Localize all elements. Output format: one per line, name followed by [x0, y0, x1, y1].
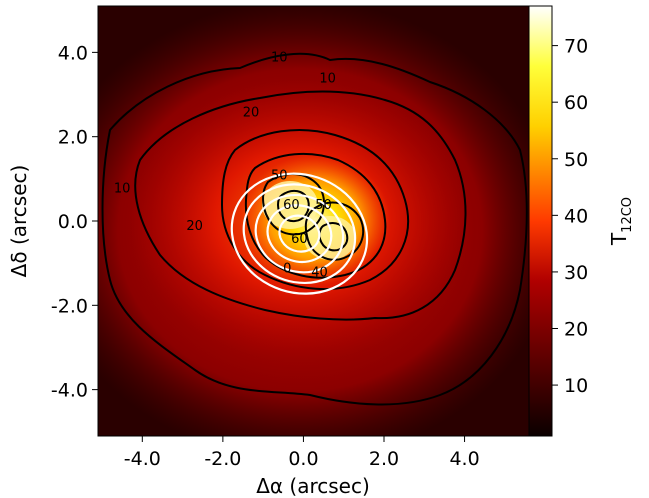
colorbar-label: T12CO [607, 197, 635, 246]
contour-30 [220, 129, 410, 290]
svg-text:T12CO: T12CO [607, 197, 635, 246]
contour-label: 50 [315, 198, 332, 213]
contour-label: 60 [283, 198, 300, 213]
x-tick-label: 2.0 [369, 448, 399, 470]
black-contours [101, 52, 528, 406]
contour-60b [318, 222, 349, 252]
white-contour-ring [230, 172, 369, 295]
contour-10 [101, 52, 528, 406]
colorbar-tick-label: 60 [564, 92, 588, 114]
contour-label: 10 [319, 72, 336, 87]
x-tick-label: 4.0 [449, 448, 479, 470]
y-axis-label: Δδ (arcsec) [7, 165, 31, 278]
x-tick-label: -2.0 [204, 448, 241, 470]
contour-50 [262, 173, 325, 236]
colorbar-tick-label: 30 [564, 262, 588, 284]
contour-50b [304, 201, 365, 261]
contour-label: 20 [186, 219, 203, 234]
colorbar-tick-label: 10 [564, 375, 588, 397]
x-tick-label: 0.0 [288, 448, 318, 470]
contour-label: 10 [114, 181, 131, 196]
colorbar-tick-label: 50 [564, 149, 588, 171]
colorbar [528, 5, 553, 437]
y-tick-label: -2.0 [51, 295, 88, 317]
y-tick-label: 2.0 [58, 127, 88, 149]
contour-60 [276, 189, 310, 223]
contour-label: 10 [271, 51, 288, 66]
white-contour-ring [254, 193, 345, 274]
colorbar-tick-label: 20 [564, 319, 588, 341]
colorbar-ticks: 10 20 30 40 50 60 70 [552, 36, 588, 397]
colorbar-tick-label: 40 [564, 205, 588, 227]
white-contour-ring [278, 214, 321, 253]
contour-20 [134, 90, 467, 321]
colorbar-label-main: T [607, 232, 631, 246]
x-axis-label: Δα (arcsec) [256, 474, 370, 498]
white-contour-ring [266, 204, 333, 264]
contour-40 [244, 152, 387, 279]
colorbar-tick-label: 70 [564, 36, 588, 58]
y-axis: -4.0 -2.0 0.0 2.0 4.0 [51, 42, 98, 402]
x-tick-label: -4.0 [124, 448, 161, 470]
y-tick-label: 0.0 [58, 211, 88, 233]
colorbar-label-subscript: 12CO [620, 197, 635, 233]
contour-label: 40 [311, 266, 328, 281]
contour-labels: 10 10 20 20 10 50 60 50 60 40 0 [114, 51, 336, 281]
y-tick-label: -4.0 [51, 380, 88, 402]
contour-label: 50 [271, 169, 288, 184]
contour-label: 0 [283, 261, 291, 276]
x-axis: -4.0 -2.0 0.0 2.0 4.0 [124, 436, 480, 470]
contour-label: 20 [243, 105, 260, 120]
heatmap: 10 10 20 20 10 50 60 50 60 40 0 [98, 6, 529, 436]
white-contour-ring [242, 183, 357, 285]
contour-label: 60 [291, 232, 308, 247]
white-contours [230, 172, 369, 295]
y-tick-label: 4.0 [58, 42, 88, 64]
